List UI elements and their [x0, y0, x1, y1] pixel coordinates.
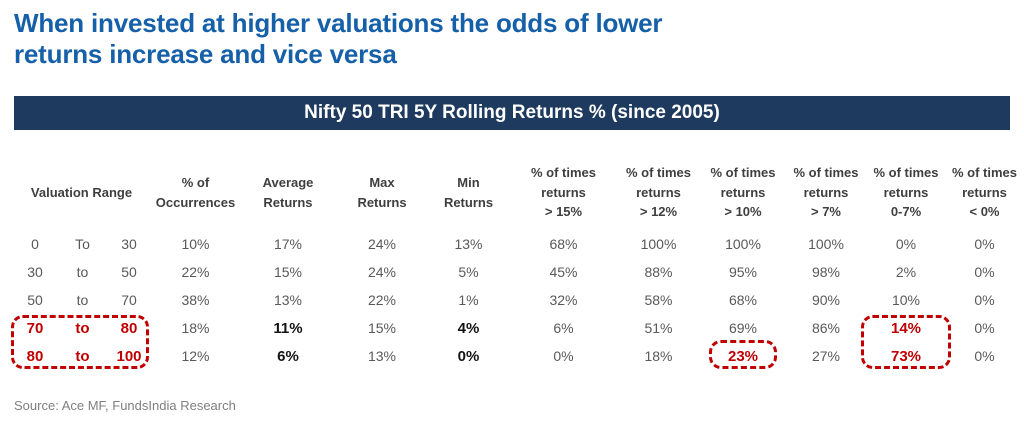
cell-gt15: 68%	[549, 236, 578, 252]
cell-0to7: 10%	[891, 292, 921, 308]
cell-min: 0%	[457, 347, 480, 365]
cell-average: 17%	[273, 236, 303, 252]
cell-max: 24%	[367, 264, 397, 280]
cell-max: 22%	[367, 292, 397, 308]
col-header-max-returns: Max Returns	[357, 175, 407, 210]
page-title-line1: When invested at higher valuations the o…	[14, 8, 663, 38]
cell-gt10: 68%	[728, 292, 758, 308]
cell-min: 13%	[454, 236, 483, 252]
cell-range-to: 50	[121, 264, 137, 280]
cell-max: 13%	[367, 348, 397, 364]
cell-range-to: 30	[121, 236, 137, 252]
cell-gt7: 98%	[811, 264, 841, 280]
cell-range-from: 50	[27, 292, 43, 308]
col-header-gt7: % of times returns > 7%	[793, 165, 859, 220]
cell-gt15: 32%	[549, 292, 578, 308]
cell-gt10: 23%	[727, 347, 759, 365]
cell-average: 15%	[273, 264, 303, 280]
cell-gt10: 100%	[725, 236, 761, 252]
cell-occurrences: 12%	[181, 348, 210, 364]
cell-0to7: 2%	[895, 264, 917, 280]
cell-lt0: 0%	[974, 348, 995, 364]
cell-gt7: 86%	[811, 320, 841, 336]
cell-range-from: 0	[31, 236, 39, 252]
cell-0to7: 0%	[895, 236, 917, 252]
rolling-returns-table: Valuation Range % of Occurrences Average…	[0, 155, 1024, 370]
cell-gt12: 88%	[644, 264, 673, 280]
table-banner: Nifty 50 TRI 5Y Rolling Returns % (since…	[14, 96, 1010, 130]
cell-range-from: 80	[26, 347, 44, 365]
cell-gt10: 69%	[728, 320, 758, 336]
cell-min: 5%	[458, 264, 479, 280]
cell-range-to: 70	[121, 292, 137, 308]
cell-gt7: 90%	[811, 292, 841, 308]
cell-0to7: 14%	[890, 319, 922, 337]
cell-occurrences: 22%	[181, 264, 210, 280]
col-header-occurrences: % of Occurrences	[155, 175, 236, 210]
cell-average: 6%	[277, 347, 299, 365]
cell-gt10: 95%	[728, 264, 758, 280]
cell-average: 13%	[273, 292, 303, 308]
col-header-lt0: % of times returns < 0%	[951, 165, 1017, 220]
cell-occurrences: 18%	[181, 320, 210, 336]
col-header-gt12: % of times returns > 12%	[625, 165, 691, 220]
cell-gt15: 45%	[549, 264, 578, 280]
col-header-gt10: % of times returns > 10%	[710, 165, 776, 220]
cell-occurrences: 10%	[181, 236, 210, 252]
col-header-average-returns: Average Returns	[262, 175, 314, 210]
cell-0to7: 73%	[890, 347, 922, 365]
cell-range-connector: To	[75, 236, 90, 252]
col-header-gt15: % of times returns > 15%	[530, 165, 596, 220]
cell-gt12: 51%	[644, 320, 673, 336]
page-title: When invested at higher valuations the o…	[0, 0, 1024, 70]
page-title-line2: returns increase and vice versa	[14, 39, 397, 69]
cell-lt0: 0%	[974, 236, 995, 252]
cell-range-connector: to	[76, 264, 89, 280]
table-banner-label: Nifty 50 TRI 5Y Rolling Returns % (since…	[304, 102, 720, 123]
cell-range-to: 100	[116, 347, 142, 365]
cell-lt0: 0%	[974, 264, 995, 280]
cell-max: 15%	[367, 320, 397, 336]
cell-gt12: 100%	[640, 236, 677, 252]
cell-max: 24%	[367, 236, 397, 252]
cell-min: 4%	[457, 319, 480, 337]
cell-min: 1%	[458, 292, 479, 308]
cell-lt0: 0%	[974, 320, 995, 336]
cell-range-connector: to	[75, 347, 90, 365]
cell-range-from: 30	[27, 264, 43, 280]
cell-range-from: 70	[26, 319, 44, 337]
cell-range-connector: to	[76, 292, 89, 308]
cell-lt0: 0%	[974, 292, 995, 308]
cell-occurrences: 38%	[181, 292, 210, 308]
col-header-0to7: % of times returns 0-7%	[873, 165, 939, 220]
cell-gt12: 58%	[644, 292, 673, 308]
source-note: Source: Ace MF, FundsIndia Research	[14, 398, 236, 413]
col-header-min-returns: Min Returns	[443, 175, 494, 210]
cell-gt15: 0%	[553, 348, 574, 364]
cell-gt7: 27%	[811, 348, 841, 364]
cell-gt7: 100%	[808, 236, 844, 252]
col-header-valuation-range: Valuation Range	[30, 184, 133, 200]
cell-gt15: 6%	[553, 320, 574, 336]
cell-average: 11%	[273, 319, 303, 337]
cell-range-to: 80	[120, 319, 138, 337]
cell-gt12: 18%	[644, 348, 673, 364]
cell-range-connector: to	[75, 319, 90, 337]
